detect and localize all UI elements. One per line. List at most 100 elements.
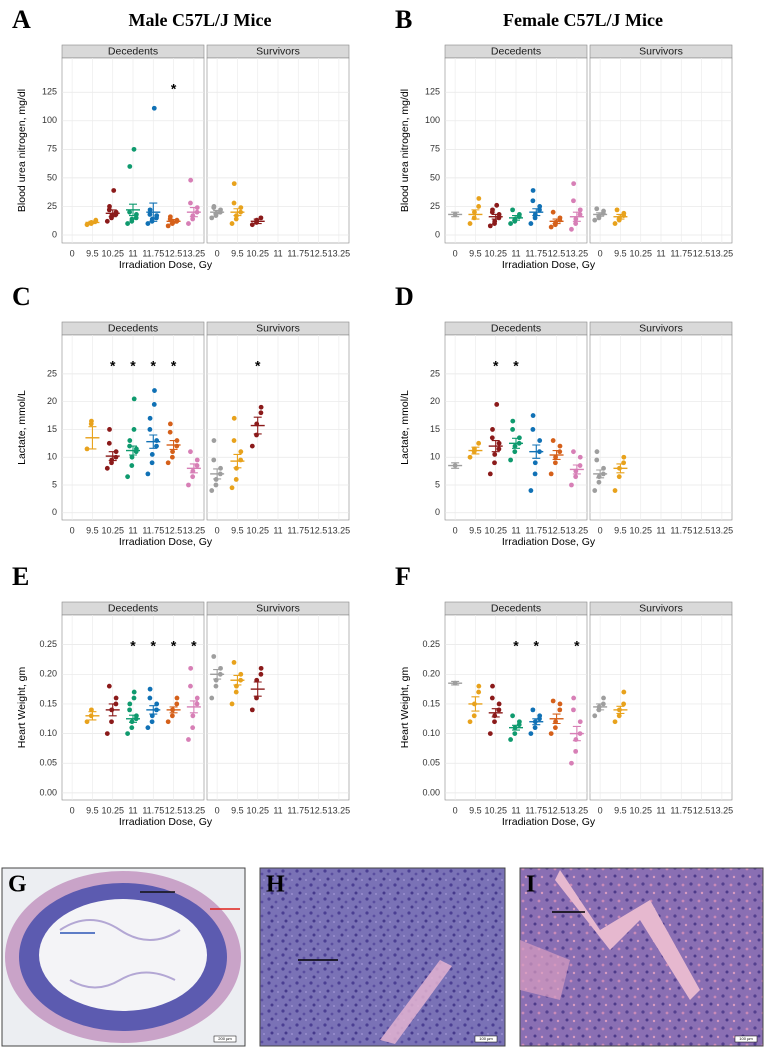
error-bar <box>233 674 242 686</box>
data-point <box>467 454 473 460</box>
data-point <box>129 725 135 731</box>
y-tick-label: 0 <box>435 229 440 239</box>
x-tick-label: 11 <box>656 248 665 258</box>
error-bar <box>572 211 581 222</box>
data-point <box>621 454 627 460</box>
significance-marker: * <box>574 638 580 654</box>
data-point <box>577 463 583 468</box>
data-point <box>577 719 583 725</box>
scale-bar-label: 100 µm <box>739 1036 753 1041</box>
error-bar <box>88 711 97 721</box>
scale-bar <box>474 1035 498 1043</box>
x-tick-label: 9.5 <box>86 525 99 535</box>
x-tick-label: 11 <box>656 805 665 815</box>
data-point <box>254 677 260 683</box>
y-tick-label: 125 <box>425 87 440 97</box>
x-tick-label: 10.25 <box>484 525 507 535</box>
x-tick-label: 12.5 <box>548 248 566 258</box>
x-tick-label: 13.25 <box>183 248 206 258</box>
data-point <box>109 719 114 725</box>
significance-marker: * <box>513 358 519 374</box>
y-tick-label: 100 <box>42 115 57 125</box>
facet-label: Survivors <box>639 602 683 614</box>
data-point <box>233 216 239 222</box>
error-bar <box>552 218 561 225</box>
y-axis-title: Heart Weight, gm <box>399 667 411 749</box>
data-point <box>467 221 473 226</box>
data-point <box>490 427 495 432</box>
panel-letter: A <box>12 5 31 34</box>
data-point <box>84 446 90 452</box>
error-bar <box>253 416 262 435</box>
data-point <box>194 701 200 707</box>
x-tick-label: 0 <box>598 248 603 258</box>
error-bar <box>616 213 625 220</box>
error-bar <box>616 463 625 474</box>
x-tick-label: 11.75 <box>670 805 692 815</box>
data-point <box>494 402 500 407</box>
x-tick-label: 0 <box>453 248 458 258</box>
facet-label: Survivors <box>639 45 683 57</box>
data-point <box>254 695 259 701</box>
data-point <box>188 665 194 671</box>
y-tick-label: 25 <box>47 201 57 211</box>
data-point <box>209 215 215 221</box>
facet-label: Decedents <box>108 45 158 57</box>
error-bar <box>512 215 520 221</box>
data-point <box>616 713 622 719</box>
x-tick-label: 9.5 <box>614 248 627 258</box>
error-bar <box>88 220 97 225</box>
x-tick-label: 12.5 <box>165 805 183 815</box>
facet-label: Decedents <box>108 322 158 334</box>
error-bar <box>213 468 222 480</box>
data-point <box>592 713 598 719</box>
error-bar <box>572 464 581 475</box>
data-point <box>106 440 112 446</box>
x-tick-label: 13.25 <box>328 248 351 258</box>
x-tick-label: 0 <box>215 525 220 535</box>
panel-letter: E <box>12 562 29 591</box>
panel-letter: F <box>395 562 411 591</box>
data-point <box>532 460 538 466</box>
error-bar <box>451 462 460 469</box>
error-bar <box>552 713 561 725</box>
data-point <box>233 689 239 695</box>
y-tick-label: 0 <box>52 507 57 517</box>
data-point <box>594 449 600 455</box>
facet-label: Survivors <box>256 322 300 334</box>
x-tick-label: 11.75 <box>525 805 547 815</box>
panel-letter: D <box>395 282 414 311</box>
data-point <box>487 223 493 229</box>
error-bar <box>189 463 198 474</box>
error-bar <box>213 669 222 680</box>
y-tick-label: 50 <box>430 172 440 182</box>
x-tick-label: 10.25 <box>629 805 652 815</box>
facet-label: Survivors <box>256 45 300 57</box>
x-tick-label: 10.25 <box>629 525 652 535</box>
data-point <box>537 204 543 209</box>
x-tick-label: 12.5 <box>548 805 566 815</box>
data-point <box>508 457 513 463</box>
data-point <box>211 204 217 209</box>
error-bar <box>213 209 222 215</box>
error-bar <box>149 705 158 715</box>
stroma <box>555 870 700 1000</box>
x-tick-label: 12.5 <box>310 805 328 815</box>
data-point <box>131 427 137 432</box>
data-point <box>512 731 518 736</box>
y-tick-label: 0.00 <box>39 787 57 797</box>
x-tick-label: 11.75 <box>142 248 164 258</box>
data-point <box>476 689 482 695</box>
data-point <box>258 671 264 677</box>
y-tick-label: 5 <box>435 479 440 489</box>
data-point <box>512 449 518 455</box>
data-point <box>169 454 175 460</box>
panel-letter: I <box>526 872 535 898</box>
y-tick-label: 20 <box>430 396 440 406</box>
data-point <box>229 485 235 491</box>
data-point <box>573 221 579 226</box>
x-tick-label: 13.25 <box>328 525 351 535</box>
data-point <box>154 701 160 707</box>
data-point <box>231 438 237 443</box>
y-tick-label: 10 <box>47 452 57 462</box>
